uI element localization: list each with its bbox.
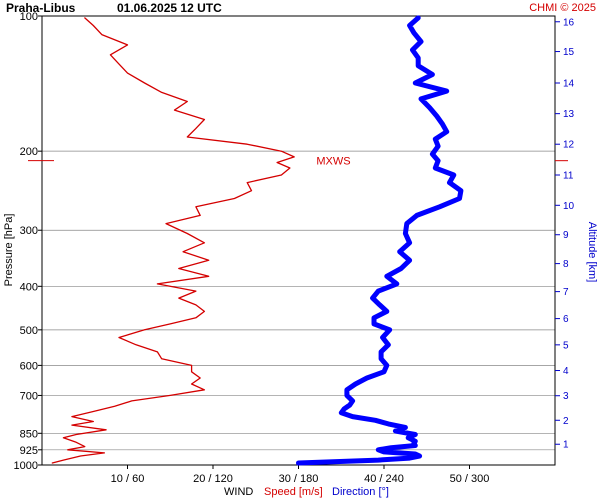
pressure-tick-label: 200 bbox=[20, 146, 38, 158]
wind-tick-label: 10 / 60 bbox=[111, 473, 145, 485]
altitude-tick-label: 8 bbox=[563, 259, 569, 270]
wind-tick-label: 50 / 300 bbox=[450, 473, 490, 485]
altitude-tick-label: 12 bbox=[563, 140, 575, 151]
pressure-axis: 100 200 300 400 500 600 700 850 925 1000 bbox=[14, 11, 42, 472]
legend-speed-label: Speed [m/s] bbox=[264, 486, 323, 498]
altitude-tick-label: 3 bbox=[563, 391, 569, 402]
altitude-tick-label: 2 bbox=[563, 416, 569, 427]
speed-series-line bbox=[51, 17, 295, 464]
altitude-tick-label: 15 bbox=[563, 47, 575, 58]
altitude-tick-label: 10 bbox=[563, 201, 575, 212]
pressure-tick-label: 600 bbox=[20, 360, 38, 372]
credit-text: CHMI © 2025 bbox=[529, 2, 596, 14]
wind-tick-label: 30 / 180 bbox=[279, 473, 319, 485]
wind-axis: 10 / 60 20 / 120 30 / 180 40 / 240 50 / 300 bbox=[111, 465, 490, 485]
direction-series-line bbox=[296, 15, 464, 466]
y2-axis-label: Altitude [km] bbox=[586, 222, 598, 283]
chart-title-station: Praha-Libus bbox=[6, 1, 76, 15]
altitude-tick-label: 1 bbox=[563, 440, 569, 451]
pressure-tick-label: 1000 bbox=[14, 460, 38, 472]
altitude-tick-label: 7 bbox=[563, 287, 569, 298]
pressure-tick-label: 500 bbox=[20, 325, 38, 337]
altitude-tick-label: 11 bbox=[563, 170, 574, 181]
pressure-tick-label: 850 bbox=[20, 428, 38, 440]
legend-wind-label: WIND bbox=[224, 486, 253, 498]
wind-tick-label: 40 / 240 bbox=[364, 473, 404, 485]
pressure-tick-label: 400 bbox=[20, 281, 38, 293]
altitude-tick-label: 14 bbox=[563, 78, 575, 89]
mxws-label: MXWS bbox=[316, 156, 350, 168]
chart-title-datetime: 01.06.2025 12 UTC bbox=[117, 1, 222, 15]
pressure-tick-label: 100 bbox=[20, 11, 38, 23]
altitude-tick-label: 4 bbox=[563, 366, 569, 377]
altitude-tick-label: 5 bbox=[563, 340, 569, 351]
legend-direction-label: Direction [°] bbox=[332, 486, 389, 498]
pressure-grid bbox=[42, 15, 555, 466]
pressure-tick-label: 300 bbox=[20, 225, 38, 237]
plot-frame bbox=[41, 15, 556, 466]
pressure-tick-label: 925 bbox=[20, 445, 38, 457]
altitude-tick-label: 6 bbox=[563, 314, 569, 325]
wind-tick-label: 20 / 120 bbox=[193, 473, 233, 485]
y-axis-label: Pressure [hPa] bbox=[3, 214, 15, 287]
altitude-tick-label: 9 bbox=[563, 230, 569, 241]
pressure-tick-label: 700 bbox=[20, 390, 38, 402]
altitude-tick-label: 13 bbox=[563, 109, 575, 120]
altitude-tick-label: 16 bbox=[563, 17, 575, 28]
series-layer: MXWS bbox=[28, 15, 568, 466]
